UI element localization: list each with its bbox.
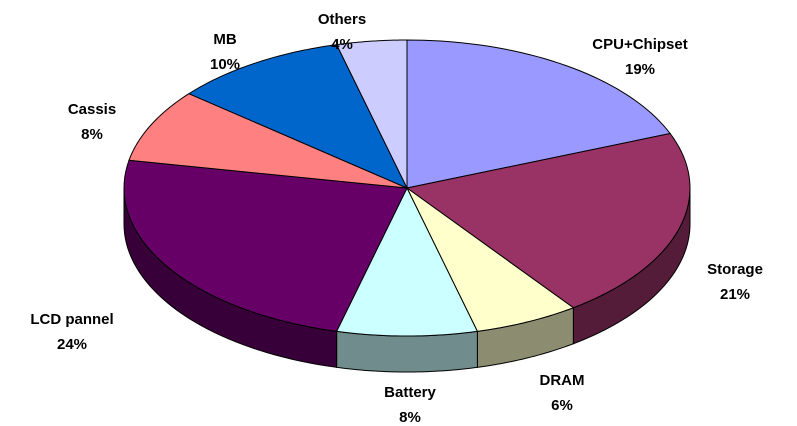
slice-label: Storage — [707, 261, 763, 278]
slice-label: Others — [318, 11, 366, 28]
slice — [406, 39, 672, 189]
slice-value-label: 24% — [57, 336, 87, 353]
slice-label: MB — [213, 31, 236, 48]
slice — [405, 132, 691, 309]
slice — [335, 39, 408, 189]
slice-value-label: 8% — [81, 126, 103, 143]
slice-value-label: 10% — [210, 56, 240, 73]
slice — [406, 187, 575, 332]
slice-value-label: 8% — [399, 409, 421, 426]
slice-value-label: 4% — [331, 36, 353, 53]
slice-label: Cassis — [68, 101, 116, 118]
slice-label: LCD pannel — [30, 311, 113, 328]
slice-label: Battery — [384, 384, 436, 401]
slice — [187, 44, 409, 189]
slice-value-label: 6% — [551, 397, 573, 414]
slice-value-label: 19% — [625, 61, 655, 78]
slice-label: CPU+Chipset — [592, 36, 687, 53]
slice — [123, 159, 408, 332]
slice — [128, 93, 408, 189]
slice — [335, 186, 479, 337]
slice-value-label: 21% — [720, 286, 750, 303]
slice-side — [336, 330, 478, 373]
slice-label: DRAM — [540, 372, 585, 389]
